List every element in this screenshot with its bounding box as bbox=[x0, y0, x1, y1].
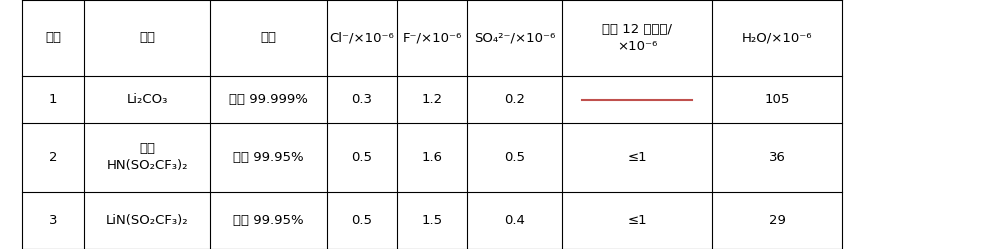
Text: 0.2: 0.2 bbox=[504, 93, 525, 106]
Text: 大于 99.95%: 大于 99.95% bbox=[233, 151, 304, 164]
Text: 0.5: 0.5 bbox=[504, 151, 525, 164]
Text: 1.2: 1.2 bbox=[421, 93, 443, 106]
Text: 29: 29 bbox=[769, 214, 785, 227]
Text: 含量: 含量 bbox=[260, 31, 276, 45]
Text: 大于 99.999%: 大于 99.999% bbox=[229, 93, 308, 106]
Text: 0.3: 0.3 bbox=[352, 93, 372, 106]
Text: SO₄²⁻/×10⁻⁶: SO₄²⁻/×10⁻⁶ bbox=[474, 31, 555, 45]
Text: 其它 12 种离子/
×10⁻⁶: 其它 12 种离子/ ×10⁻⁶ bbox=[602, 23, 672, 53]
Text: 0.5: 0.5 bbox=[352, 151, 372, 164]
Text: 1.6: 1.6 bbox=[422, 151, 443, 164]
Text: 序号: 序号 bbox=[45, 31, 61, 45]
Text: 3: 3 bbox=[49, 214, 57, 227]
Text: 105: 105 bbox=[764, 93, 790, 106]
Text: 1.5: 1.5 bbox=[421, 214, 443, 227]
Text: H₂O/×10⁻⁶: H₂O/×10⁻⁶ bbox=[742, 31, 812, 45]
Text: 36: 36 bbox=[769, 151, 785, 164]
Text: 2: 2 bbox=[49, 151, 57, 164]
Text: 大于 99.95%: 大于 99.95% bbox=[233, 214, 304, 227]
Text: 名称: 名称 bbox=[139, 31, 155, 45]
Text: Li₂CO₃: Li₂CO₃ bbox=[126, 93, 168, 106]
Text: Cl⁻/×10⁻⁶: Cl⁻/×10⁻⁶ bbox=[330, 31, 394, 45]
Text: 精品
HN(SO₂CF₃)₂: 精品 HN(SO₂CF₃)₂ bbox=[106, 142, 188, 173]
Text: 1: 1 bbox=[49, 93, 57, 106]
Text: 0.4: 0.4 bbox=[504, 214, 525, 227]
Text: ≤1: ≤1 bbox=[627, 214, 647, 227]
Text: F⁻/×10⁻⁶: F⁻/×10⁻⁶ bbox=[402, 31, 462, 45]
Text: ≤1: ≤1 bbox=[627, 151, 647, 164]
Text: 0.5: 0.5 bbox=[352, 214, 372, 227]
Text: LiN(SO₂CF₃)₂: LiN(SO₂CF₃)₂ bbox=[106, 214, 188, 227]
